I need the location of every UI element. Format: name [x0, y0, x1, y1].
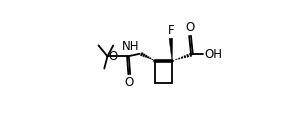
- Text: O: O: [125, 76, 134, 89]
- Polygon shape: [169, 38, 173, 61]
- Text: OH: OH: [204, 48, 222, 61]
- Text: O: O: [108, 50, 118, 63]
- Text: NH: NH: [122, 40, 140, 53]
- Text: F: F: [168, 24, 174, 37]
- Text: O: O: [185, 21, 195, 34]
